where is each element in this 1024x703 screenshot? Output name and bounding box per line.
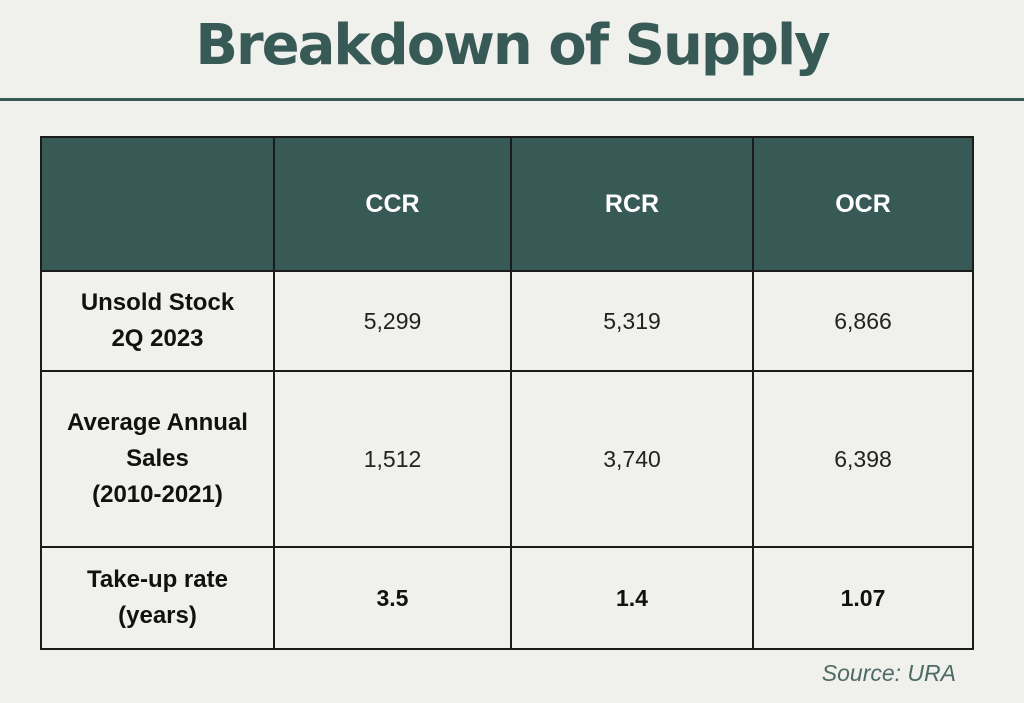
- column-header-ocr: OCR: [752, 136, 974, 272]
- cell-ccr: 3.5: [273, 546, 512, 650]
- supply-table: CCR RCR OCR Unsold Stock 2Q 2023 5,299 5…: [40, 136, 974, 650]
- cell-ccr: 1,512: [273, 370, 512, 548]
- cell-ccr: 5,299: [273, 270, 512, 372]
- row-label-line: (years): [118, 602, 197, 629]
- column-header-rcr: RCR: [510, 136, 754, 272]
- row-label-take-up-rate: Take-up rate (years): [40, 546, 275, 650]
- cell-rcr: 3,740: [510, 370, 754, 548]
- table-row: Take-up rate (years) 3.5 1.4 1.07: [40, 546, 974, 650]
- cell-ocr: 6,398: [752, 370, 974, 548]
- row-label-line: 2Q 2023: [111, 325, 204, 352]
- column-header-ccr: CCR: [273, 136, 512, 272]
- table-header-row: CCR RCR OCR: [40, 136, 974, 272]
- page-title: Breakdown of Supply: [195, 13, 830, 78]
- cell-ocr: 1.07: [752, 546, 974, 650]
- table-row: Unsold Stock 2Q 2023 5,299 5,319 6,866: [40, 270, 974, 372]
- row-label-line: Average Annual: [67, 409, 248, 436]
- row-label-line: Sales: [126, 445, 189, 472]
- row-label-line: Unsold Stock: [80, 289, 235, 316]
- title-divider: [0, 98, 1024, 101]
- row-label-line: Take-up rate: [87, 566, 228, 593]
- header-corner-cell: [40, 136, 275, 272]
- cell-rcr: 1.4: [510, 546, 754, 650]
- cell-rcr: 5,319: [510, 270, 754, 372]
- table-row: Average Annual Sales (2010-2021) 1,512 3…: [40, 370, 974, 548]
- source-note: Source: URA: [821, 660, 956, 686]
- row-label-line: (2010-2021): [92, 481, 223, 508]
- row-label-unsold-stock: Unsold Stock 2Q 2023: [40, 270, 275, 372]
- row-label-average-annual-sales: Average Annual Sales (2010-2021): [40, 370, 275, 548]
- cell-ocr: 6,866: [752, 270, 974, 372]
